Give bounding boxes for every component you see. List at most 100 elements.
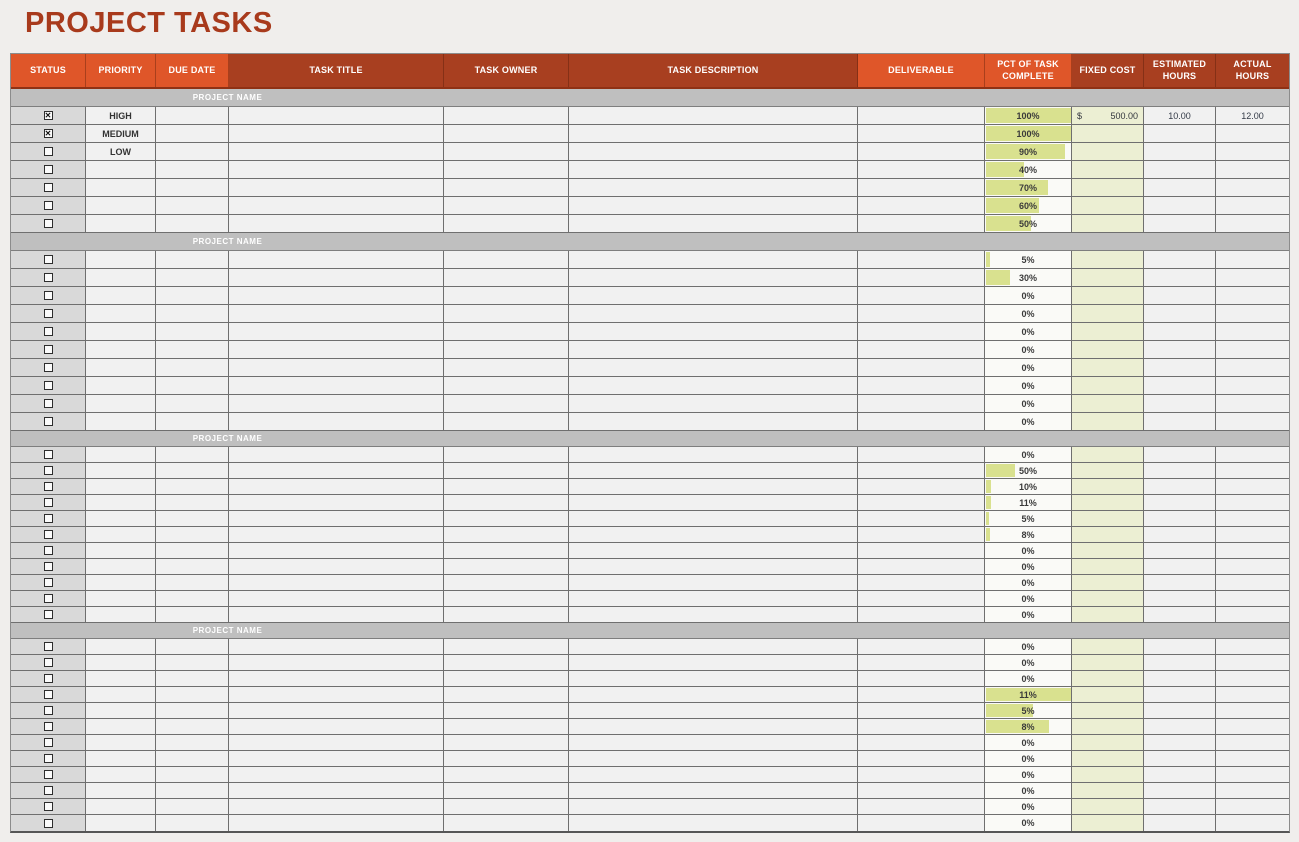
estimated-hours-cell[interactable] [1144,799,1216,814]
pct-complete-cell[interactable]: 5% [985,511,1072,526]
actual-hours-cell[interactable] [1216,543,1289,558]
task-title-cell[interactable] [229,575,444,590]
due-date-cell[interactable] [156,251,229,268]
task-description-cell[interactable] [569,799,858,814]
pct-complete-cell[interactable]: 0% [985,323,1072,340]
due-date-cell[interactable] [156,799,229,814]
task-title-cell[interactable] [229,287,444,304]
task-description-cell[interactable] [569,815,858,831]
status-cell[interactable] [11,815,86,831]
estimated-hours-cell[interactable] [1144,543,1216,558]
deliverable-cell[interactable] [858,125,985,142]
deliverable-cell[interactable] [858,323,985,340]
actual-hours-cell[interactable] [1216,251,1289,268]
actual-hours-cell[interactable] [1216,125,1289,142]
task-owner-cell[interactable] [444,671,569,686]
priority-cell[interactable] [86,783,156,798]
deliverable-cell[interactable] [858,511,985,526]
status-cell[interactable] [11,591,86,606]
due-date-cell[interactable] [156,413,229,430]
status-cell[interactable] [11,395,86,412]
task-title-cell[interactable] [229,125,444,142]
task-owner-cell[interactable] [444,751,569,766]
deliverable-cell[interactable] [858,607,985,622]
task-title-cell[interactable] [229,251,444,268]
pct-complete-cell[interactable]: 0% [985,413,1072,430]
estimated-hours-cell[interactable] [1144,751,1216,766]
status-checkbox[interactable] [43,802,53,811]
status-cell[interactable]: ✕ [11,107,86,124]
priority-cell[interactable] [86,767,156,782]
deliverable-cell[interactable] [858,107,985,124]
deliverable-cell[interactable] [858,799,985,814]
task-description-cell[interactable] [569,639,858,654]
task-description-cell[interactable] [569,251,858,268]
priority-cell[interactable]: HIGH [86,107,156,124]
task-title-cell[interactable] [229,719,444,734]
priority-cell[interactable] [86,559,156,574]
due-date-cell[interactable] [156,639,229,654]
task-title-cell[interactable] [229,511,444,526]
actual-hours-cell[interactable] [1216,305,1289,322]
due-date-cell[interactable] [156,341,229,358]
status-cell[interactable] [11,511,86,526]
task-title-cell[interactable] [229,543,444,558]
task-title-cell[interactable] [229,377,444,394]
task-owner-cell[interactable] [444,143,569,160]
status-checkbox[interactable] [43,754,53,763]
priority-cell[interactable] [86,591,156,606]
task-title-cell[interactable] [229,323,444,340]
due-date-cell[interactable] [156,719,229,734]
fixed-cost-cell[interactable] [1072,543,1144,558]
priority-cell[interactable] [86,395,156,412]
actual-hours-cell[interactable] [1216,341,1289,358]
task-owner-cell[interactable] [444,305,569,322]
status-cell[interactable] [11,251,86,268]
status-checkbox[interactable] [43,514,53,523]
pct-complete-cell[interactable]: 100% [985,125,1072,142]
due-date-cell[interactable] [156,607,229,622]
estimated-hours-cell[interactable] [1144,251,1216,268]
task-title-cell[interactable] [229,559,444,574]
fixed-cost-cell[interactable] [1072,305,1144,322]
status-cell[interactable] [11,161,86,178]
status-cell[interactable] [11,783,86,798]
actual-hours-cell[interactable] [1216,495,1289,510]
priority-cell[interactable] [86,269,156,286]
pct-complete-cell[interactable]: 0% [985,287,1072,304]
status-cell[interactable] [11,463,86,478]
due-date-cell[interactable] [156,125,229,142]
pct-complete-cell[interactable]: 0% [985,783,1072,798]
task-owner-cell[interactable] [444,559,569,574]
task-owner-cell[interactable] [444,815,569,831]
fixed-cost-cell[interactable] [1072,359,1144,376]
estimated-hours-cell[interactable] [1144,815,1216,831]
due-date-cell[interactable] [156,511,229,526]
deliverable-cell[interactable] [858,395,985,412]
pct-complete-cell[interactable]: 90% [985,143,1072,160]
task-title-cell[interactable] [229,591,444,606]
estimated-hours-cell[interactable] [1144,197,1216,214]
priority-cell[interactable] [86,305,156,322]
deliverable-cell[interactable] [858,305,985,322]
due-date-cell[interactable] [156,687,229,702]
pct-complete-cell[interactable]: 0% [985,591,1072,606]
pct-complete-cell[interactable]: 0% [985,377,1072,394]
estimated-hours-cell[interactable] [1144,323,1216,340]
task-title-cell[interactable] [229,143,444,160]
deliverable-cell[interactable] [858,671,985,686]
deliverable-cell[interactable] [858,655,985,670]
due-date-cell[interactable] [156,751,229,766]
pct-complete-cell[interactable]: 0% [985,799,1072,814]
status-checkbox[interactable] [43,706,53,715]
pct-complete-cell[interactable]: 5% [985,703,1072,718]
status-cell[interactable]: ✕ [11,125,86,142]
priority-cell[interactable] [86,215,156,232]
status-checkbox[interactable] [43,562,53,571]
task-owner-cell[interactable] [444,197,569,214]
actual-hours-cell[interactable] [1216,269,1289,286]
fixed-cost-cell[interactable] [1072,655,1144,670]
deliverable-cell[interactable] [858,591,985,606]
task-title-cell[interactable] [229,495,444,510]
estimated-hours-cell[interactable] [1144,575,1216,590]
